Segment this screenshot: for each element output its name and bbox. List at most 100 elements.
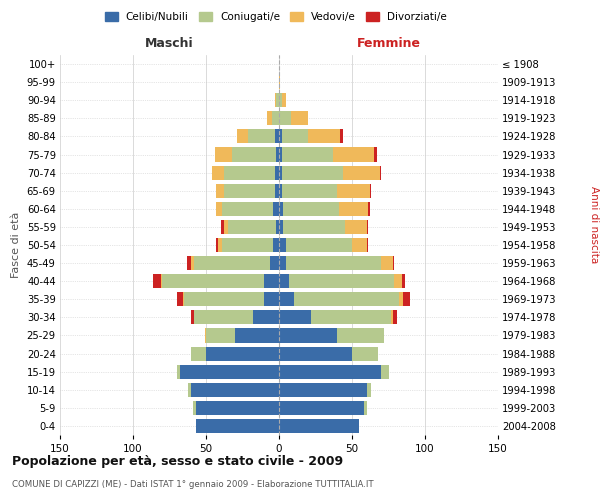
- Bar: [279, 184, 282, 198]
- Bar: [205, 328, 206, 342]
- Bar: [279, 220, 283, 234]
- Bar: [177, 292, 182, 306]
- Text: Popolazione per età, sesso e stato civile - 2009: Popolazione per età, sesso e stato civil…: [12, 455, 343, 468]
- Bar: [403, 292, 410, 306]
- Y-axis label: Fasce di età: Fasce di età: [11, 212, 21, 278]
- Bar: [279, 274, 289, 288]
- Bar: [290, 112, 308, 126]
- Bar: [279, 166, 282, 179]
- Bar: [293, 292, 399, 306]
- Bar: [215, 148, 232, 162]
- Bar: [224, 166, 275, 179]
- Bar: [286, 238, 352, 252]
- Bar: [248, 130, 275, 143]
- Bar: [391, 310, 393, 324]
- Bar: [282, 148, 333, 162]
- Bar: [283, 220, 344, 234]
- Bar: [401, 274, 404, 288]
- Bar: [222, 238, 273, 252]
- Bar: [282, 130, 308, 143]
- Bar: [182, 292, 184, 306]
- Bar: [283, 202, 339, 216]
- Bar: [194, 256, 270, 270]
- Bar: [279, 256, 286, 270]
- Bar: [339, 202, 368, 216]
- Bar: [370, 184, 371, 198]
- Bar: [161, 274, 162, 288]
- Bar: [188, 382, 191, 397]
- Bar: [279, 75, 280, 89]
- Bar: [399, 292, 403, 306]
- Bar: [279, 292, 293, 306]
- Bar: [279, 148, 282, 162]
- Bar: [394, 274, 401, 288]
- Bar: [273, 238, 279, 252]
- Bar: [279, 238, 286, 252]
- Bar: [276, 148, 279, 162]
- Bar: [276, 93, 279, 108]
- Bar: [275, 93, 276, 108]
- Bar: [279, 310, 311, 324]
- Bar: [221, 220, 224, 234]
- Bar: [193, 401, 196, 415]
- Bar: [224, 184, 275, 198]
- Bar: [279, 202, 283, 216]
- Bar: [279, 364, 381, 378]
- Bar: [216, 202, 222, 216]
- Bar: [279, 328, 337, 342]
- Bar: [222, 202, 273, 216]
- Bar: [352, 238, 367, 252]
- Bar: [275, 184, 279, 198]
- Bar: [228, 220, 276, 234]
- Bar: [279, 130, 282, 143]
- Bar: [191, 256, 194, 270]
- Bar: [236, 130, 248, 143]
- Bar: [187, 256, 191, 270]
- Bar: [184, 292, 265, 306]
- Bar: [279, 93, 282, 108]
- Bar: [265, 274, 279, 288]
- Bar: [282, 93, 286, 108]
- Bar: [273, 202, 279, 216]
- Text: Anni di nascita: Anni di nascita: [589, 186, 599, 264]
- Text: Femmine: Femmine: [356, 36, 421, 50]
- Bar: [216, 184, 224, 198]
- Bar: [177, 364, 180, 378]
- Bar: [162, 274, 265, 288]
- Bar: [232, 148, 276, 162]
- Bar: [218, 238, 222, 252]
- Bar: [343, 166, 380, 179]
- Bar: [311, 310, 391, 324]
- Bar: [270, 256, 279, 270]
- Bar: [224, 220, 228, 234]
- Bar: [206, 346, 279, 360]
- Bar: [393, 310, 397, 324]
- Bar: [368, 202, 370, 216]
- Bar: [268, 112, 272, 126]
- Bar: [352, 346, 378, 360]
- Bar: [191, 310, 194, 324]
- Bar: [196, 401, 279, 415]
- Bar: [381, 256, 393, 270]
- Bar: [282, 184, 337, 198]
- Bar: [393, 256, 394, 270]
- Bar: [282, 166, 343, 179]
- Bar: [279, 401, 364, 415]
- Bar: [289, 274, 394, 288]
- Bar: [364, 401, 367, 415]
- Bar: [216, 238, 218, 252]
- Bar: [154, 274, 161, 288]
- Bar: [279, 112, 290, 126]
- Bar: [333, 148, 374, 162]
- Bar: [337, 328, 384, 342]
- Bar: [212, 166, 224, 179]
- Text: Maschi: Maschi: [145, 36, 194, 50]
- Bar: [275, 130, 279, 143]
- Bar: [191, 346, 206, 360]
- Bar: [308, 130, 340, 143]
- Bar: [374, 148, 377, 162]
- Bar: [272, 112, 279, 126]
- Bar: [194, 310, 253, 324]
- Bar: [265, 292, 279, 306]
- Bar: [367, 220, 368, 234]
